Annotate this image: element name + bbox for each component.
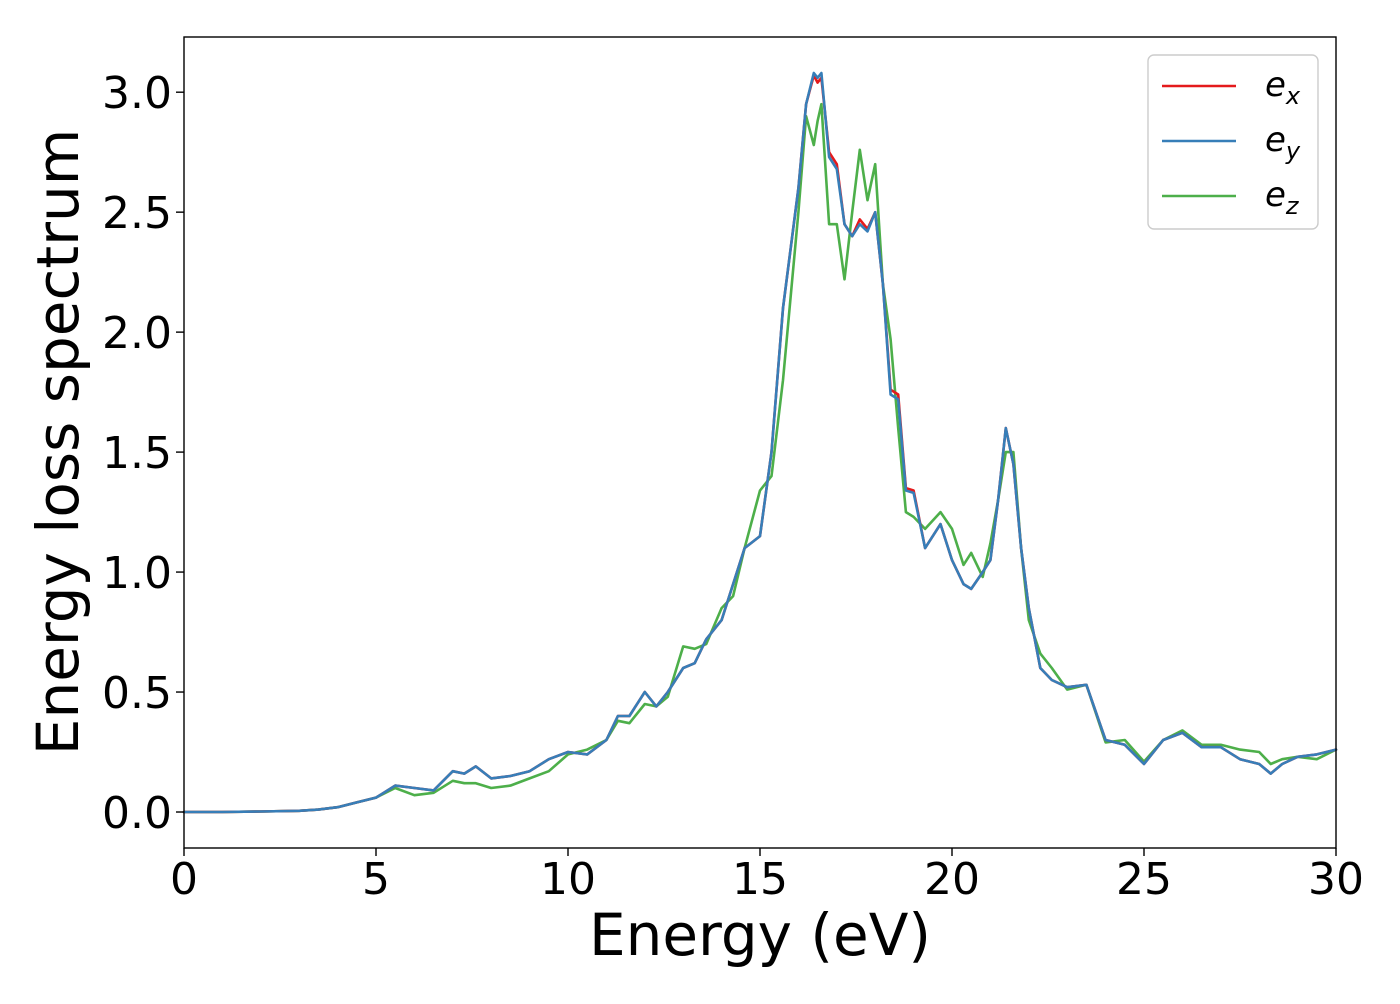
y-tick-label: 2.0: [102, 308, 172, 359]
x-tick-label: 30: [1308, 854, 1364, 905]
x-tick-label: 5: [362, 854, 390, 905]
y-axis-label: Energy loss spectrum: [24, 129, 92, 755]
legend-label-ez: ez: [1265, 175, 1300, 220]
x-tick-label: 15: [732, 854, 788, 905]
x-axis-ticks: 0 5 10 15 20 25 30: [170, 848, 1364, 905]
x-tick-label: 25: [1116, 854, 1172, 905]
y-tick-label: 1.5: [102, 428, 172, 479]
y-axis-ticks: 0.0 0.5 1.0 1.5 2.0 2.5 3.0: [102, 68, 184, 839]
y-tick-label: 3.0: [102, 68, 172, 119]
legend-label-ey: ey: [1265, 120, 1301, 165]
legend: ex ey ez: [1147, 54, 1319, 230]
plot-frame: [183, 36, 1337, 849]
series-lines: [182, 71, 1338, 814]
y-tick-label: 1.0: [102, 548, 172, 599]
y-tick-label: 0.5: [102, 668, 172, 719]
series-line-ey: [182, 71, 1338, 814]
plot-area: [184, 37, 1336, 848]
x-tick-label: 10: [540, 854, 596, 905]
x-tick-label: 20: [924, 854, 980, 905]
y-tick-label: 2.5: [102, 188, 172, 239]
x-axis-label: Energy (eV): [589, 901, 931, 969]
legend-label-ex: ex: [1265, 65, 1301, 110]
x-tick-label: 0: [170, 854, 198, 905]
y-tick-label: 0.0: [102, 788, 172, 839]
